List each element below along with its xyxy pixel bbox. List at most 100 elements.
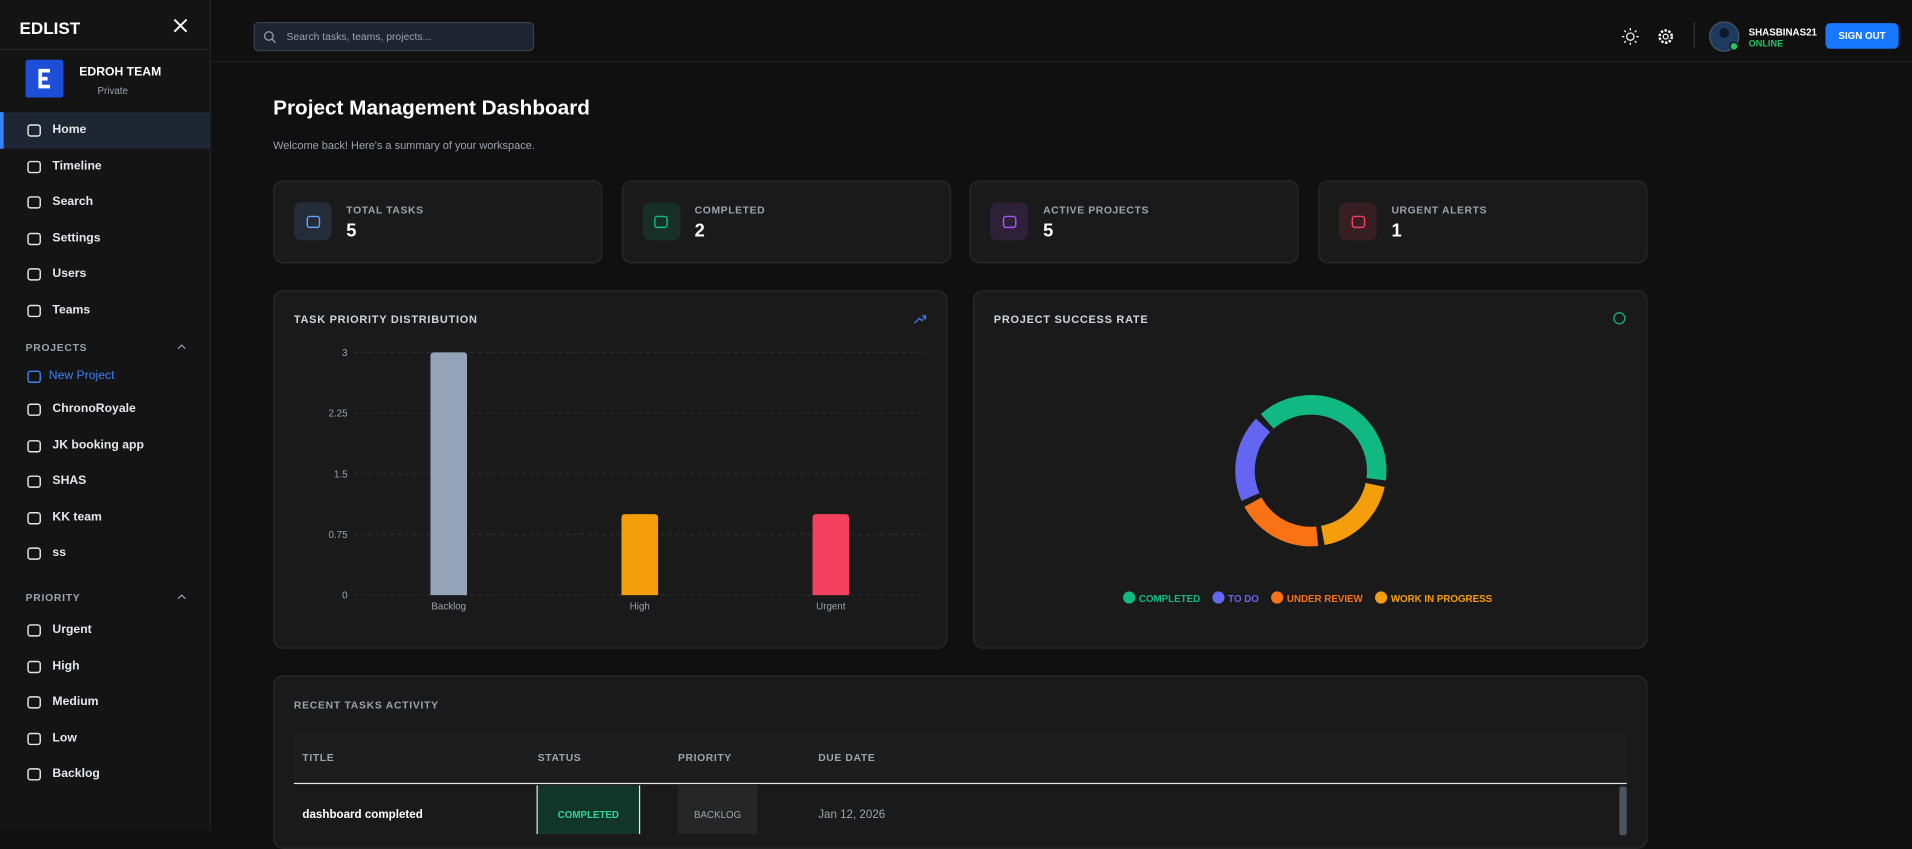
project-item[interactable]: ss [52,546,67,560]
nav-item[interactable]: Users [52,267,87,281]
nav-item[interactable]: Settings [52,231,101,246]
search-box[interactable]: Search tasks, teams, projects... [253,21,535,52]
divider [0,48,210,50]
bar [621,514,659,596]
clock-icon [1613,312,1626,325]
icon [1351,215,1365,228]
chart-title: PROJECT SUCCESS RATE [994,314,1149,326]
legend-label: TO DO [1228,594,1259,605]
stat-card: TOTAL TASKS 5 [273,180,603,264]
icon [27,268,41,281]
icon [27,624,41,637]
stat-label: TOTAL TASKS [346,203,424,216]
icon [27,232,41,246]
x-tick-label: High [630,602,650,613]
stat-card: URGENT ALERTS 1 [1318,180,1648,264]
table-cell: Jan 12, 2026 [818,808,886,822]
icon [27,768,41,781]
icon [305,215,320,228]
team-name: EDROH TEAM [79,65,162,80]
chart-title: TASK PRIORITY DISTRIBUTION [294,314,478,326]
nav-item[interactable]: Teams [52,303,91,318]
column-header: PRIORITY [677,751,732,764]
icon [27,547,41,560]
sign-out-button[interactable]: SIGN OUT [1825,23,1899,49]
collapse-toggle[interactable] [177,343,187,350]
donut-segment [1260,395,1387,481]
x-tick-label: Backlog [431,602,466,613]
legend-swatch [1374,591,1388,604]
bar [430,352,468,596]
stat-icon [990,202,1029,241]
icon [27,196,41,209]
page-subtitle: Welcome back! Here's a summary of your w… [273,139,535,152]
icon [27,124,41,137]
priority-item[interactable]: Medium [52,695,99,709]
priority-item[interactable]: Backlog [52,767,100,781]
table-cell: dashboard completed [302,808,423,822]
legend-swatch [1212,591,1225,604]
collapse-toggle[interactable] [177,593,187,600]
icon [27,370,41,384]
table-header [293,731,1627,785]
project-item[interactable]: KK team [52,510,102,524]
y-tick-label: 0 [342,591,348,602]
separator [1693,21,1695,49]
search-placeholder: Search tasks, teams, projects... [286,30,432,43]
user-status: ONLINE [1748,37,1784,49]
stat-value: 5 [1043,220,1054,242]
priority-item[interactable]: Low [52,731,77,745]
donut-segment [1244,497,1319,547]
column-header: DUE DATE [818,751,876,764]
icon [654,215,668,228]
avatar[interactable] [1708,21,1740,53]
donut-card [973,290,1648,649]
project-item[interactable]: SHAS [52,474,87,488]
icon [27,439,41,452]
icon [27,732,41,745]
stat-icon [293,202,332,241]
section-heading: PROJECTS [25,341,88,354]
sidebar: EDLIST EDROH TEAM Private Home Timeline Se… [0,0,211,831]
project-item[interactable]: ChronoRoyale [52,402,136,416]
brand: EDLIST [19,18,81,38]
stat-card: ACTIVE PROJECTS 5 [969,180,1300,264]
project-item[interactable]: JK booking app [52,438,144,452]
charts: TASK PRIORITY DISTRIBUTION 0 0.75 1.5 2.25 3 B… [294,312,1626,613]
close-button[interactable] [173,18,188,33]
icon [27,511,41,524]
table-cell: COMPLETED [557,809,619,821]
column-header: STATUS [537,751,582,764]
team-logo [25,59,64,98]
icon [1002,215,1017,228]
new-project[interactable]: New Project [48,369,115,383]
priority-item[interactable]: High [52,659,80,673]
column-header: TITLE [302,751,335,764]
icon [27,696,41,709]
stat-card: COMPLETED 2 [621,180,951,264]
table-cell: BACKLOG [694,809,742,821]
stat-value: 5 [346,220,357,242]
scrollbar [1619,786,1627,836]
nav-item[interactable]: Search [52,195,94,209]
section-heading: PRIORITY [25,591,81,604]
priority-cell [677,785,758,835]
settings-button[interactable] [1657,28,1674,45]
y-tick-label: 3 [342,348,347,359]
user-name: SHASBINAS21 [1748,26,1817,38]
priority-item[interactable]: Urgent [52,623,92,637]
table-title: RECENT TASKS ACTIVITY [293,698,439,711]
icon [27,304,41,318]
legend-label: WORK IN PROGRESS [1391,594,1493,605]
icon [27,403,41,416]
page-title: Project Management Dashboard [273,96,590,120]
donut-segment [1320,482,1385,546]
active-nav [0,112,210,149]
nav-item[interactable]: Home [52,123,87,137]
nav-item[interactable]: Timeline [52,159,102,174]
theme-toggle[interactable] [1621,28,1639,46]
legend-label: UNDER REVIEW [1287,594,1364,605]
bar [812,514,850,596]
stat-icon [1339,202,1377,241]
